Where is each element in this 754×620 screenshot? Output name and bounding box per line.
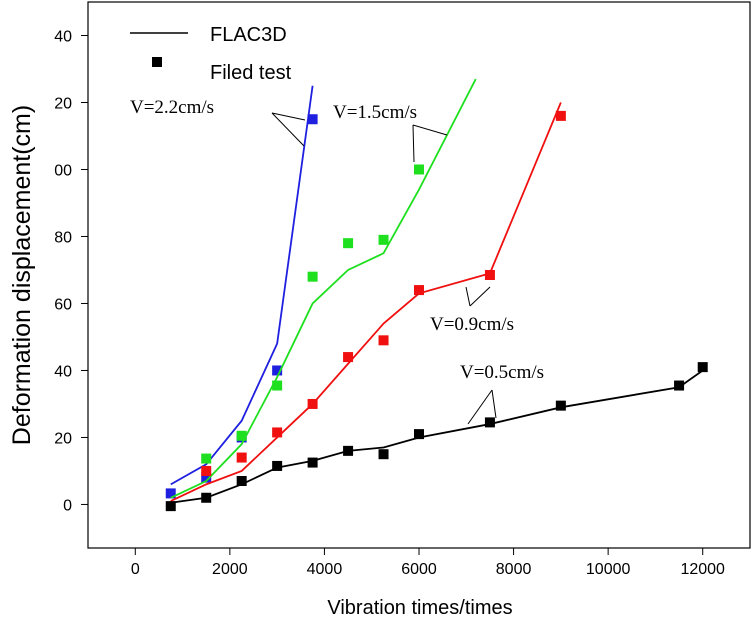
model-line <box>170 102 562 502</box>
y-tick-label: 80 <box>54 229 72 246</box>
test-point <box>343 238 354 249</box>
y-tick-label: 40 <box>54 28 72 45</box>
test-point <box>307 457 318 468</box>
test-point <box>272 427 283 438</box>
test-point <box>343 445 354 456</box>
series-annotation: V=0.9cm/s <box>430 314 514 335</box>
test-point <box>414 429 424 440</box>
test-point <box>165 488 176 499</box>
x-axis-title: Vibration times/times <box>327 597 512 619</box>
x-tick-label: 2000 <box>212 561 248 578</box>
test-point <box>307 114 318 125</box>
test-point <box>272 365 283 376</box>
annotation-leader <box>412 124 415 163</box>
test-point <box>414 164 424 175</box>
annotation-leader <box>412 124 448 136</box>
y-tick-label: 60 <box>54 296 72 313</box>
test-point <box>272 460 283 471</box>
series-annotation: V=2.2cm/s <box>130 97 214 118</box>
test-point <box>378 449 389 460</box>
model-line <box>170 369 704 504</box>
test-point <box>555 400 566 411</box>
test-point <box>201 492 212 503</box>
x-tick-label: 8000 <box>496 561 532 578</box>
model-line <box>170 78 477 499</box>
test-point <box>201 453 212 464</box>
y-tick-label: 20 <box>54 95 72 112</box>
test-point <box>201 465 212 476</box>
test-point <box>414 285 424 296</box>
series-annotation: V=0.5cm/s <box>460 362 544 383</box>
x-tick-label: 12000 <box>680 561 725 578</box>
test-point <box>378 234 389 245</box>
model-line <box>170 85 314 486</box>
legend-marker-swatch <box>152 57 162 67</box>
x-tick-label: 4000 <box>307 561 343 578</box>
annotation-leader <box>467 389 493 425</box>
annotation-leader <box>469 286 491 307</box>
y-tick-label: 20 <box>54 430 72 447</box>
legend-label: Filed test <box>210 62 292 84</box>
series-annotation: V=1.5cm/s <box>333 102 417 123</box>
test-point <box>555 110 566 121</box>
test-point <box>378 335 389 346</box>
y-axis-title: Deformation displacement(cm) <box>8 105 36 445</box>
annotation-leader <box>271 112 305 147</box>
annotation-leader <box>465 286 471 307</box>
annotation-leader <box>271 112 306 121</box>
legend-label: FLAC3D <box>210 24 287 46</box>
test-point <box>484 270 495 280</box>
test-point <box>674 380 685 391</box>
test-point <box>236 476 247 487</box>
y-tick-label: 00 <box>54 162 72 179</box>
x-tick-label: 6000 <box>401 561 437 578</box>
test-point <box>697 362 708 373</box>
annotation-leader <box>491 389 497 419</box>
x-tick-label: 10000 <box>586 561 631 578</box>
test-point <box>236 430 247 441</box>
test-point <box>236 452 247 463</box>
test-point <box>343 352 354 363</box>
y-tick-label: 0 <box>63 497 72 514</box>
y-tick-label: 40 <box>54 363 72 380</box>
test-point <box>201 472 212 483</box>
test-point <box>165 501 176 512</box>
plot-frame <box>87 1 751 549</box>
test-point <box>272 380 283 391</box>
x-tick-label: 0 <box>131 561 140 578</box>
test-point <box>307 271 318 282</box>
test-point <box>307 398 318 409</box>
test-point <box>484 417 495 428</box>
